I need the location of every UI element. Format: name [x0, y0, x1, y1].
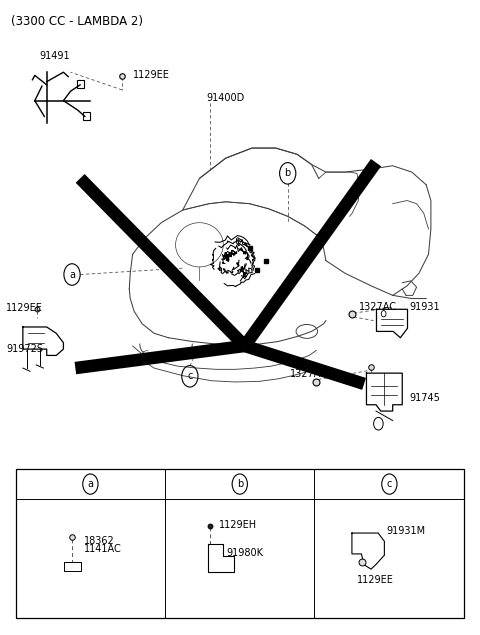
- Text: (3300 CC - LAMBDA 2): (3300 CC - LAMBDA 2): [11, 15, 143, 29]
- Text: 91980K: 91980K: [227, 548, 264, 558]
- Text: 91972S: 91972S: [6, 344, 43, 354]
- Text: 1129EE: 1129EE: [357, 575, 394, 585]
- Text: 1327AC: 1327AC: [290, 370, 328, 379]
- Text: 91491: 91491: [39, 51, 70, 62]
- Text: a: a: [87, 479, 94, 489]
- Text: b: b: [237, 479, 243, 489]
- Text: 1129EE: 1129EE: [132, 70, 169, 81]
- Text: 18362: 18362: [84, 536, 115, 546]
- Text: 1129EH: 1129EH: [218, 519, 257, 530]
- Bar: [16, 469, 464, 618]
- Text: b: b: [285, 168, 291, 178]
- Text: 1129EE: 1129EE: [6, 303, 43, 313]
- Text: 1327AC: 1327AC: [360, 302, 397, 312]
- Text: c: c: [387, 479, 392, 489]
- Text: 1141AC: 1141AC: [84, 544, 122, 554]
- Text: c: c: [187, 371, 192, 381]
- Bar: [77, 81, 84, 88]
- Text: a: a: [69, 269, 75, 279]
- Text: 91931M: 91931M: [386, 526, 425, 536]
- Text: 91745: 91745: [409, 394, 440, 403]
- Bar: [83, 112, 90, 119]
- Text: 91931: 91931: [409, 302, 440, 312]
- Text: 91400D: 91400D: [206, 93, 245, 103]
